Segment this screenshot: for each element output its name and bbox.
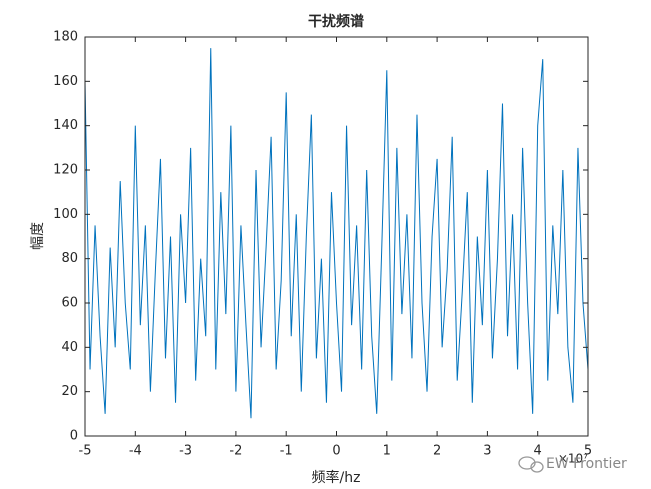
x-tick-label: 0 bbox=[332, 444, 340, 459]
y-tick-label: 180 bbox=[53, 30, 78, 45]
y-tick-label: 160 bbox=[53, 74, 78, 89]
y-tick-label: 40 bbox=[61, 340, 78, 355]
x-tick-label: -5 bbox=[79, 444, 92, 459]
x-tick-label: 5 bbox=[584, 444, 592, 459]
x-multiplier: ×10⁷ bbox=[558, 452, 588, 466]
y-axis-label: 幅度 bbox=[30, 222, 46, 250]
watermark-icon bbox=[518, 456, 544, 473]
x-tick-label: 4 bbox=[534, 444, 542, 459]
data-line bbox=[84, 48, 589, 419]
y-tick-label: 80 bbox=[61, 251, 78, 266]
x-tick-label: -1 bbox=[280, 444, 293, 459]
y-tick-label: 20 bbox=[61, 384, 78, 399]
x-tick-label: 1 bbox=[383, 444, 391, 459]
chart-title: 干扰频谱 bbox=[308, 13, 364, 30]
y-tick-label: 100 bbox=[53, 207, 78, 222]
x-tick-label: -2 bbox=[229, 444, 242, 459]
x-tick-label: -4 bbox=[129, 444, 142, 459]
y-tick-label: 60 bbox=[61, 296, 78, 311]
y-tick-label: 120 bbox=[53, 163, 78, 178]
y-tick-label: 0 bbox=[70, 429, 78, 444]
watermark: EW Frontier bbox=[546, 456, 627, 472]
x-tick-label: 2 bbox=[433, 444, 441, 459]
x-tick-label: 3 bbox=[483, 444, 491, 459]
y-tick-label: 140 bbox=[53, 118, 78, 133]
x-axis-label: 频率/hz bbox=[312, 469, 361, 486]
x-tick-label: -3 bbox=[179, 444, 192, 459]
